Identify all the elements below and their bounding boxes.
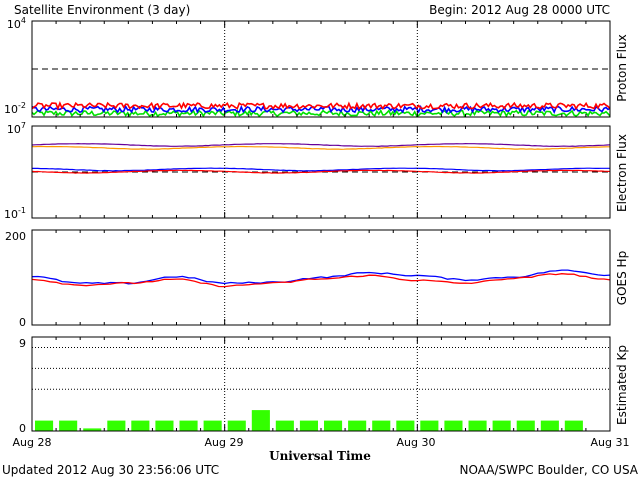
chart-title: Satellite Environment (3 day) (14, 3, 190, 17)
y-tick-label: 0 (19, 316, 26, 329)
y-tick-label: 10-1 (4, 206, 26, 221)
kp-bar (324, 420, 343, 431)
goes-hp-series (31, 269, 611, 285)
proton-flux-series (31, 104, 611, 115)
kp-bar (564, 420, 583, 431)
x-tick-label: Aug 30 (397, 436, 436, 449)
goes-hp-series (31, 273, 611, 288)
kp-bar (59, 420, 78, 431)
goes-hp-label: GOES Hp (615, 251, 629, 305)
kp-bar (396, 420, 415, 431)
kp-bar (251, 410, 270, 431)
electron-flux-series (31, 142, 611, 148)
kp-bar (275, 420, 294, 431)
y-tick-label: 9 (19, 337, 26, 350)
kp-bar (444, 420, 463, 431)
y-tick-label: 10-2 (4, 101, 26, 116)
plot-area (31, 20, 611, 432)
kp-bar (492, 420, 511, 431)
kp-bar (203, 420, 222, 431)
estimated-kp-label: Estimated Kp (615, 345, 629, 425)
proton-flux-series (31, 108, 611, 118)
proton-flux-label: Proton Flux (615, 34, 629, 101)
kp-bar (107, 420, 126, 431)
y-tick-label: 0 (19, 422, 26, 435)
kp-bar (227, 420, 246, 431)
credit: NOAA/SWPC Boulder, CO USA (460, 463, 639, 477)
x-tick-label: Aug 29 (205, 436, 244, 449)
y-tick-label: 107 (7, 121, 26, 136)
kp-bar (83, 428, 102, 431)
kp-bar (179, 420, 198, 431)
kp-bar (516, 420, 535, 431)
electron-flux-series (31, 169, 611, 174)
kp-bar (299, 420, 318, 431)
y-tick-label: 104 (7, 16, 26, 31)
y-tick-label: 200 (5, 230, 26, 243)
kp-bar (372, 420, 391, 431)
kp-bar (420, 420, 439, 431)
kp-bar (155, 420, 174, 431)
panel-frame (31, 336, 611, 432)
electron-flux-label: Electron Flux (615, 134, 629, 212)
kp-bar (468, 420, 487, 431)
begin-time: Begin: 2012 Aug 28 0000 UTC (429, 3, 610, 17)
electron-flux-series (31, 145, 610, 150)
kp-bar (348, 420, 367, 431)
electron-flux-series (32, 167, 610, 172)
x-tick-label: Aug 31 (591, 436, 630, 449)
kp-bar (35, 420, 54, 431)
updated-time: Updated 2012 Aug 30 23:56:06 UTC (2, 463, 219, 477)
kp-bar (540, 420, 559, 431)
x-axis-label: Universal Time (269, 449, 371, 463)
proton-flux-series (31, 101, 611, 111)
x-tick-label: Aug 28 (13, 436, 52, 449)
kp-bar (131, 420, 150, 431)
